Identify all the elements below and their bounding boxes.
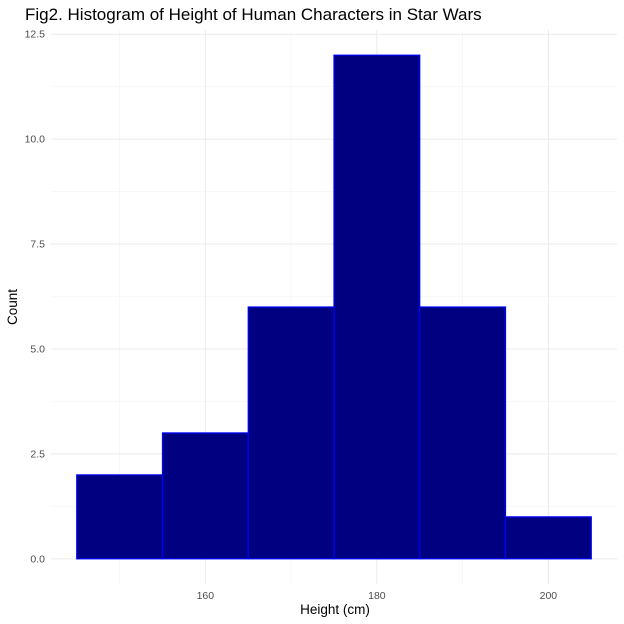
y-tick-label: 2.5 (30, 448, 45, 460)
y-tick-label: 0.0 (30, 553, 45, 565)
y-tick-label: 5.0 (30, 343, 45, 355)
x-tick-label: 200 (540, 590, 558, 602)
chart-title: Fig2. Histogram of Height of Human Chara… (25, 5, 482, 24)
y-axis-title: Count (5, 289, 20, 325)
histogram-bar-6 (504, 516, 592, 560)
histogram-bar-4 (333, 54, 421, 560)
tick-labels: 0.0 2.5 5.0 7.5 10.0 12.5 160 180 200 (25, 29, 558, 602)
histogram-bar-3 (247, 306, 335, 560)
bars (76, 54, 592, 560)
x-tick-label: 160 (197, 590, 215, 602)
y-tick-label: 7.5 (30, 239, 45, 251)
y-tick-label: 10.0 (25, 134, 46, 146)
y-tick-label: 12.5 (25, 29, 46, 41)
x-axis-title: Height (cm) (300, 602, 370, 617)
histogram-bar-1 (76, 474, 164, 560)
histogram-bar-5 (419, 306, 507, 560)
histogram-bar-2 (161, 432, 249, 560)
x-tick-label: 180 (368, 590, 386, 602)
